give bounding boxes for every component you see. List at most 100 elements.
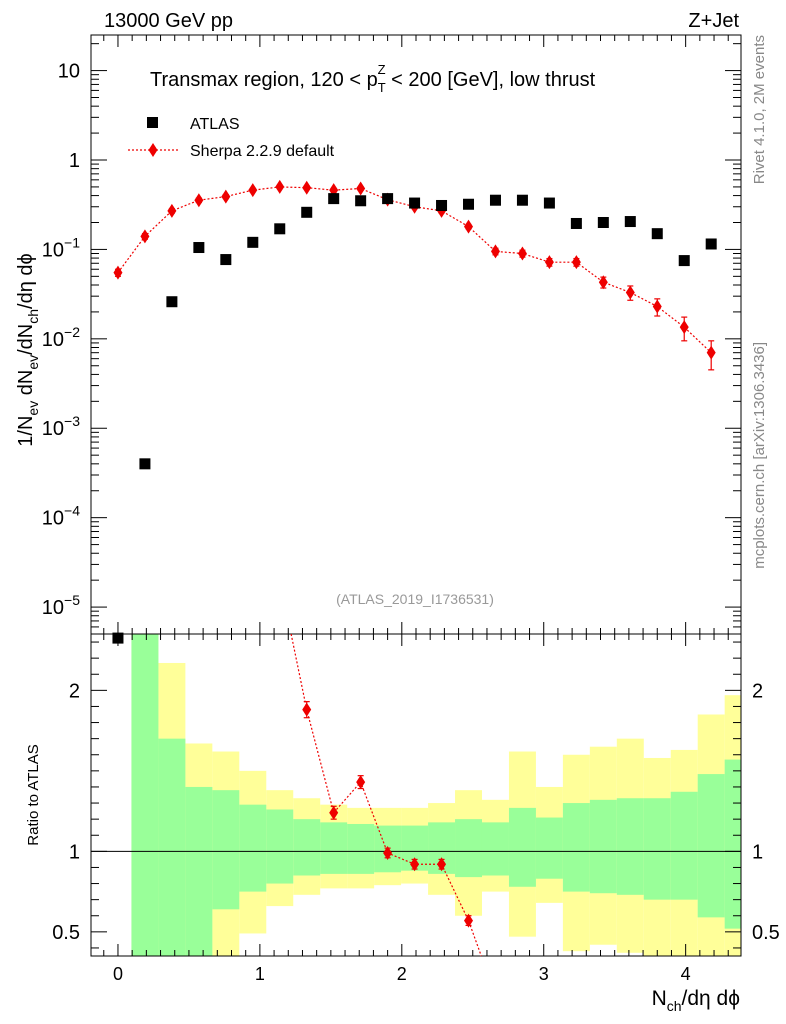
ratio-y-tick-label-left: 2 bbox=[69, 680, 80, 702]
atlas-point bbox=[624, 216, 636, 228]
main-plot-frame bbox=[90, 34, 742, 635]
sherpa-point bbox=[194, 193, 204, 208]
ratio-band-inner-0 bbox=[131, 634, 159, 956]
atlas-point bbox=[193, 242, 205, 254]
atlas-point bbox=[166, 296, 178, 308]
ratio-band-inner-2 bbox=[185, 786, 213, 956]
ratio-band-inner-3 bbox=[212, 790, 240, 910]
main-y-tick-exp: −4 bbox=[64, 503, 80, 519]
ratio-y-tick-label-right: 1 bbox=[752, 841, 763, 863]
atlas-point bbox=[328, 193, 340, 205]
atlas-point bbox=[247, 236, 259, 248]
legend: ATLAS Sherpa 2.2.9 default bbox=[128, 116, 335, 160]
main-y-tick-base: 10 bbox=[42, 508, 64, 530]
ratio-band-inner-5 bbox=[266, 809, 294, 884]
ratio-band-inner-17 bbox=[589, 799, 617, 894]
ratio-band-inner-16 bbox=[562, 803, 590, 892]
sherpa-point bbox=[302, 180, 312, 195]
atlas-point bbox=[570, 217, 582, 229]
ratio-band-inner-1 bbox=[158, 738, 186, 956]
ratio-sherpa-point bbox=[410, 857, 420, 872]
sherpa-point bbox=[652, 299, 662, 314]
main-y-tick-label: 10−3 bbox=[42, 413, 80, 440]
ratio-band-inner-14 bbox=[508, 807, 536, 887]
ratio-band-inner-15 bbox=[535, 817, 563, 879]
sherpa-point bbox=[517, 246, 527, 261]
main-y-tick-exp: −2 bbox=[64, 324, 80, 340]
x-axis-label-p2: /dη dϕ bbox=[682, 987, 740, 1010]
ratio-y-tick-label-right: 0.5 bbox=[752, 922, 780, 944]
ratio-band-inner-18 bbox=[616, 798, 644, 895]
atlas-point bbox=[409, 197, 421, 209]
ratio-plot-ticks: 0 1 2 3 4 0.5 0.5 1 1 2 2 bbox=[52, 634, 780, 984]
x-tick-label: 1 bbox=[255, 964, 265, 984]
main-y-tick-label: 10−2 bbox=[42, 324, 80, 351]
x-axis-label-p1: N bbox=[652, 987, 667, 1010]
main-y-tick-label: 10−4 bbox=[42, 503, 80, 530]
plot-title-pre: Transmax region, 120 < p bbox=[150, 69, 378, 91]
sherpa-point bbox=[113, 265, 123, 280]
ratio-y-tick-label-left: 1 bbox=[69, 841, 80, 863]
legend-atlas-marker bbox=[147, 117, 158, 128]
sherpa-point bbox=[464, 219, 474, 234]
ratio-band-inner-22 bbox=[724, 759, 741, 929]
sherpa-point bbox=[571, 255, 581, 270]
legend-sherpa-label: Sherpa 2.2.9 default bbox=[190, 143, 335, 160]
main-y-tick-label: 10−5 bbox=[42, 592, 80, 619]
atlas-point bbox=[463, 198, 475, 210]
atlas-point bbox=[355, 195, 367, 207]
ratio-band-inner-19 bbox=[643, 798, 671, 900]
ratio-band-inner-12 bbox=[455, 819, 482, 878]
legend-sherpa-marker bbox=[148, 143, 158, 157]
ratio-y-tick-label-left: 0.5 bbox=[52, 922, 80, 944]
atlas-point bbox=[516, 194, 528, 206]
main-plot-series bbox=[112, 179, 717, 644]
sherpa-point bbox=[598, 275, 608, 290]
ratio-band-inner-13 bbox=[481, 822, 509, 876]
main-y-tick-base: 10 bbox=[42, 597, 64, 619]
sherpa-point bbox=[221, 189, 231, 204]
header-right: Z+Jet bbox=[688, 10, 739, 32]
sherpa-point bbox=[490, 244, 500, 259]
main-y-tick-label: 10−1 bbox=[42, 234, 80, 261]
main-ylabel-p2: dN bbox=[15, 370, 37, 401]
ratio-band-inner-4 bbox=[239, 804, 267, 892]
ratio-y-tick-label-right: 2 bbox=[752, 680, 763, 702]
ratio-sherpa-point bbox=[302, 702, 312, 717]
ratio-band-inner-21 bbox=[697, 774, 725, 918]
sherpa-point bbox=[356, 181, 366, 196]
header-left: 13000 GeV pp bbox=[104, 10, 233, 32]
atlas-point bbox=[705, 238, 717, 250]
main-ylabel-p4: /dη dϕ bbox=[15, 253, 37, 309]
sherpa-point bbox=[275, 179, 285, 194]
sherpa-point bbox=[248, 183, 258, 198]
atlas-point bbox=[382, 193, 394, 205]
side-label-rivet: Rivet 4.1.0, 2M events bbox=[751, 35, 768, 184]
main-ylabel: 1/Nev dNev/dNch/dη dϕ bbox=[15, 253, 41, 446]
atlas-point bbox=[139, 458, 151, 470]
ratio-sherpa-point bbox=[329, 805, 339, 820]
ratio-sherpa-line bbox=[290, 633, 482, 957]
sherpa-line bbox=[117, 186, 712, 354]
atlas-point bbox=[274, 223, 286, 235]
sherpa-point bbox=[544, 255, 554, 270]
plot-title-sup: Z bbox=[378, 62, 386, 77]
main-ylabel-s1: ev bbox=[25, 401, 41, 416]
x-tick-label: 0 bbox=[113, 964, 123, 984]
x-tick-label: 3 bbox=[539, 964, 549, 984]
sherpa-point bbox=[140, 229, 150, 244]
plot-title-sub: T bbox=[378, 80, 386, 95]
x-tick-label: 2 bbox=[397, 964, 407, 984]
plot-title-post: < 200 [GeV], low thrust bbox=[386, 69, 596, 91]
main-ylabel-s3: ch bbox=[25, 309, 41, 324]
atlas-point bbox=[651, 228, 663, 240]
main-ylabel-p3: /dN bbox=[15, 324, 37, 355]
main-y-tick-label: 10 bbox=[58, 61, 80, 83]
x-axis-label: Nch/dη dϕ bbox=[652, 987, 740, 1014]
sherpa-point bbox=[167, 203, 177, 218]
x-axis-label-s1: ch bbox=[667, 998, 682, 1014]
ratio-sherpa-point bbox=[437, 857, 447, 872]
main-ylabel-s2: ev bbox=[25, 355, 41, 370]
